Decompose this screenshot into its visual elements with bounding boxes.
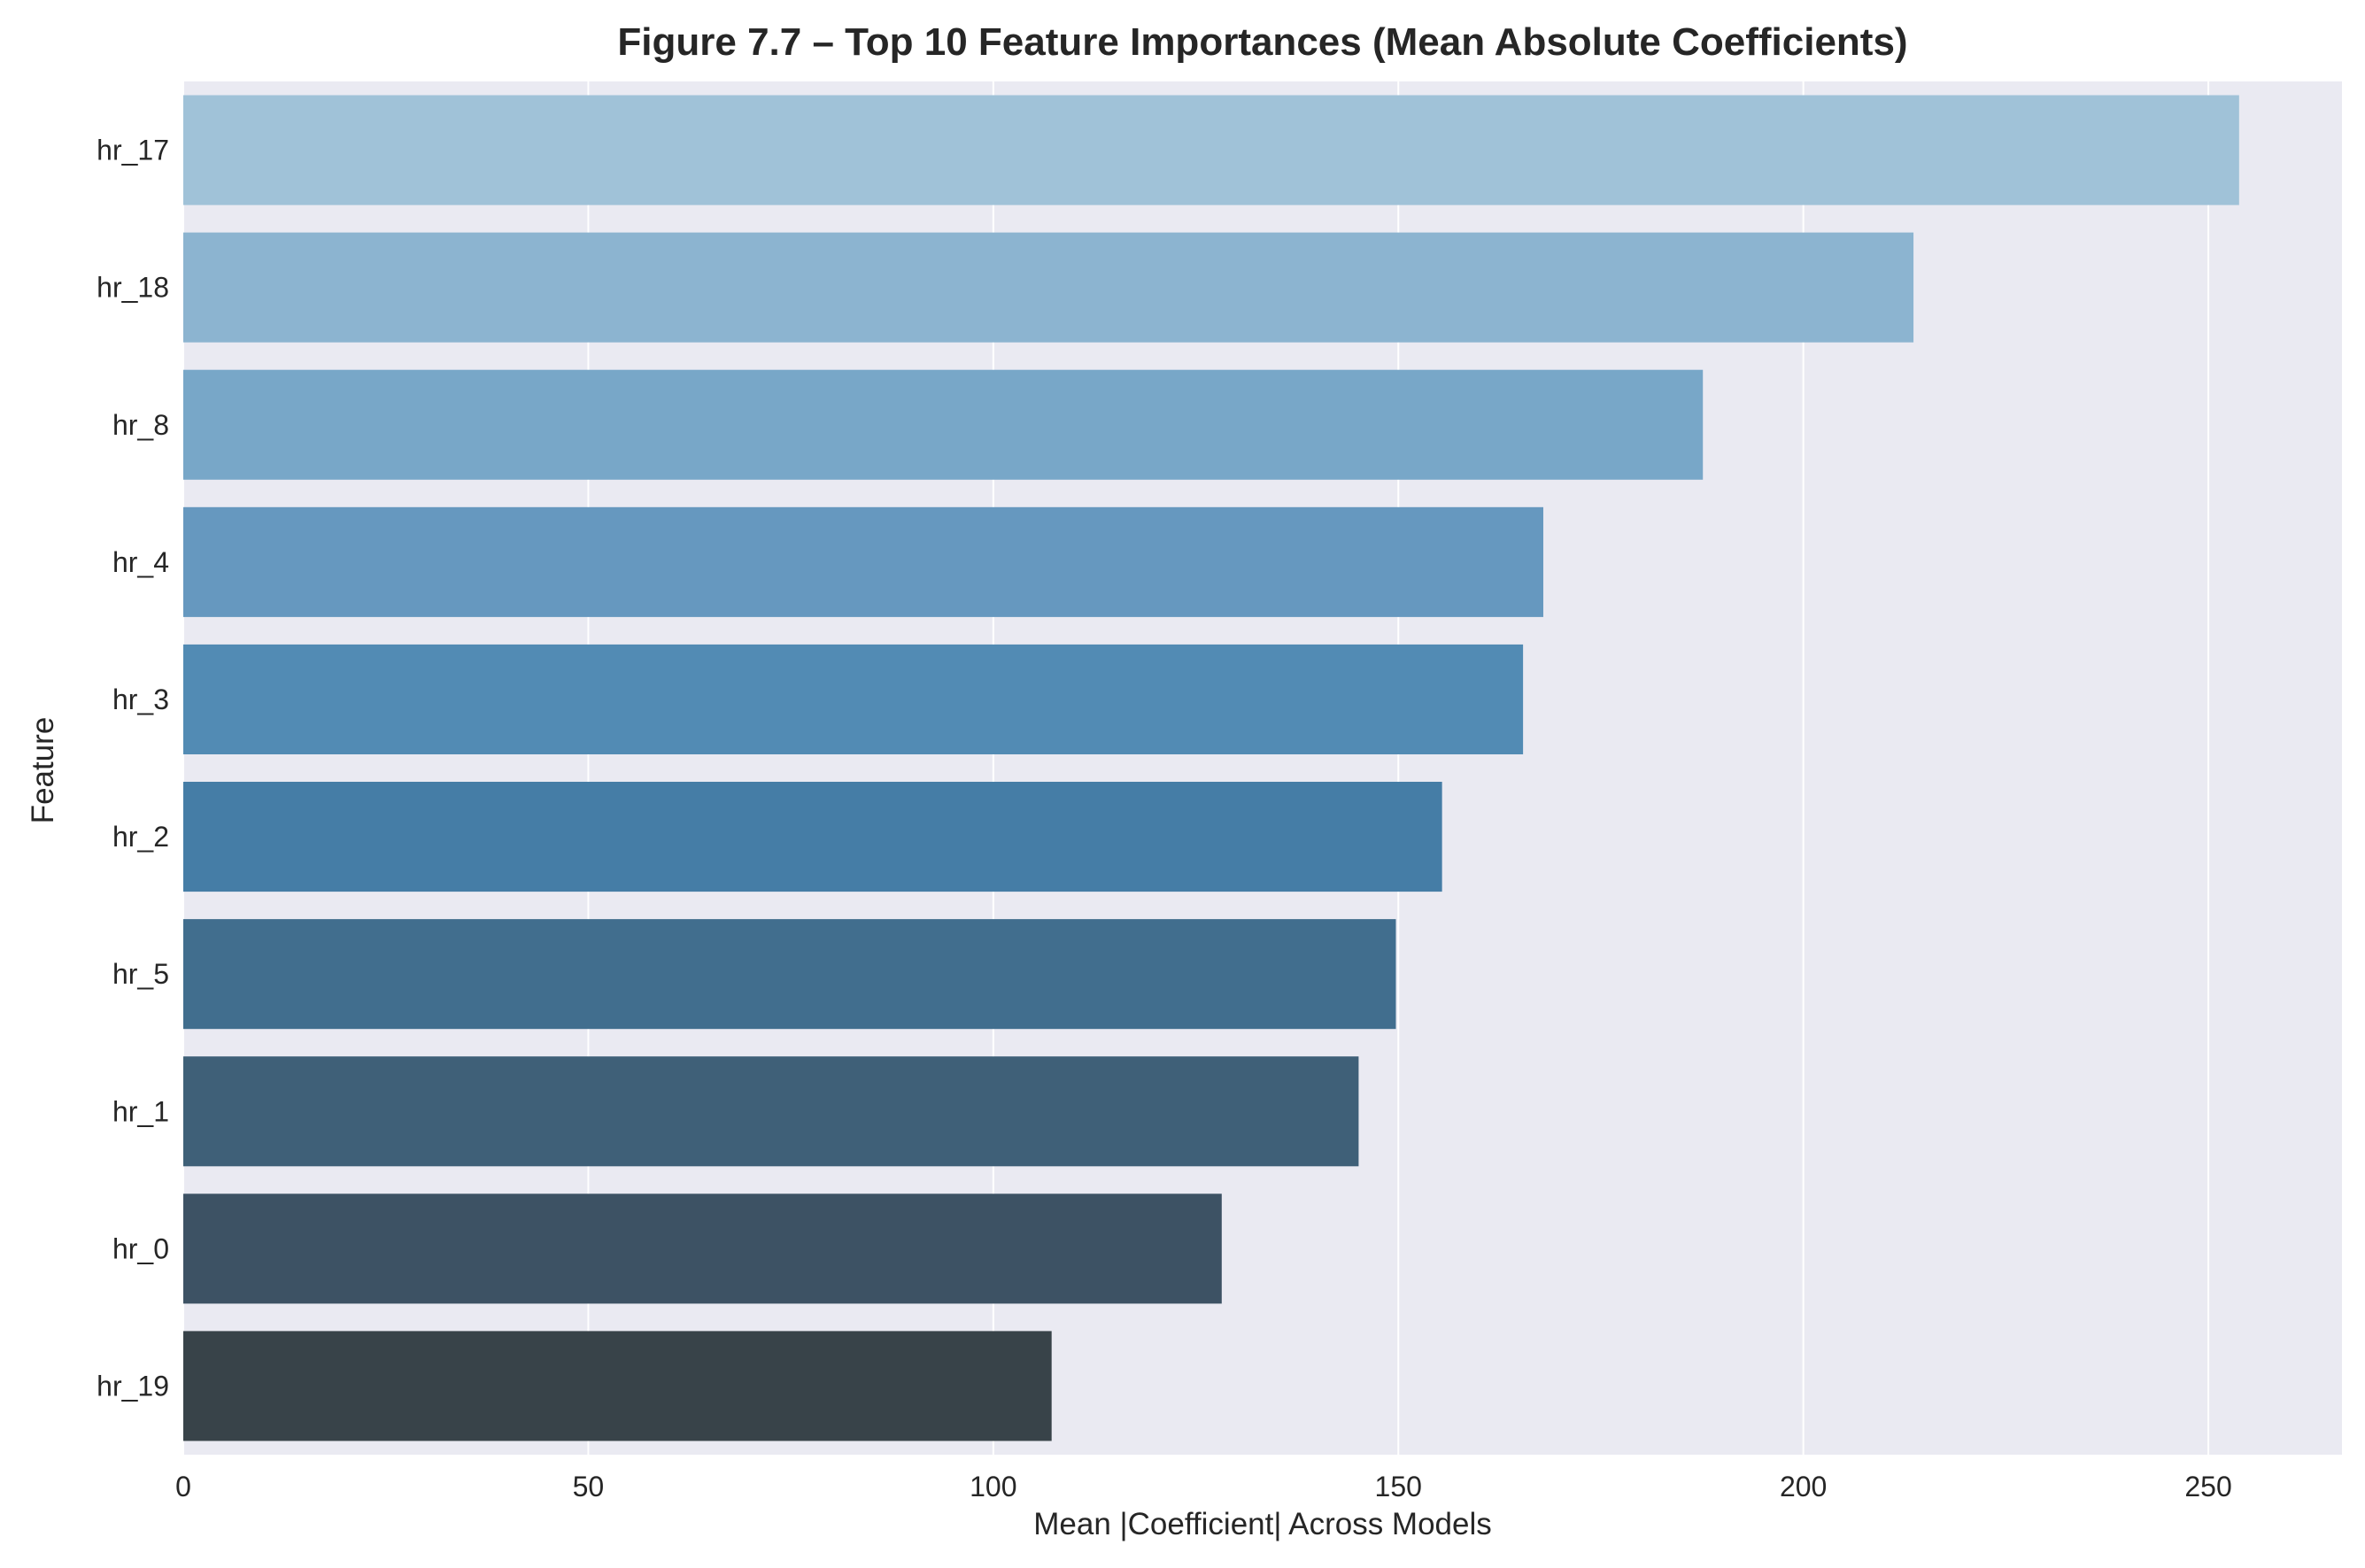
bar-hr-8 [183, 369, 1704, 480]
x-axis-label: Mean |Coefficient| Across Models [1033, 1507, 1492, 1541]
y-tick-label: hr_19 [97, 1370, 169, 1402]
x-tick-label: 250 [2184, 1471, 2231, 1502]
bar-hr-0 [183, 1193, 1222, 1304]
bar-hr-17 [183, 95, 2239, 205]
x-tick-label: 100 [970, 1471, 1016, 1502]
bar-hr-4 [183, 506, 1543, 617]
y-tick-label: hr_18 [97, 272, 169, 304]
x-tick-labels: 0 50 100 150 200 250 [175, 1471, 2232, 1502]
bar-hr-2 [183, 782, 1442, 892]
bar-hr-18 [183, 232, 1914, 343]
x-tick-label: 50 [573, 1471, 605, 1502]
y-tick-label: hr_4 [112, 546, 169, 578]
chart-title: Figure 7.7 – Top 10 Feature Importances … [617, 20, 1907, 64]
x-tick-label: 150 [1375, 1471, 1422, 1502]
bars [183, 95, 2239, 1441]
bar-hr-3 [183, 644, 1524, 754]
x-tick-label: 0 [175, 1471, 191, 1502]
bar-hr-5 [183, 919, 1396, 1030]
y-tick-label: hr_2 [112, 821, 169, 853]
y-tick-label: hr_1 [112, 1095, 169, 1127]
y-tick-label: hr_0 [112, 1232, 169, 1264]
bar-hr-1 [183, 1056, 1359, 1167]
x-tick-label: 200 [1780, 1471, 1827, 1502]
y-axis-label: Feature [26, 717, 60, 824]
y-tick-labels: hr_17 hr_18 hr_8 hr_4 hr_3 hr_2 hr_5 hr_1 hr_0hr… [97, 135, 169, 1402]
bar-hr-19 [183, 1331, 1052, 1441]
y-tick-label: hr_17 [97, 135, 169, 166]
y-tick-label: hr_3 [112, 684, 169, 715]
y-tick-label: hr_8 [112, 409, 169, 441]
y-tick-label: hr_5 [112, 958, 169, 990]
